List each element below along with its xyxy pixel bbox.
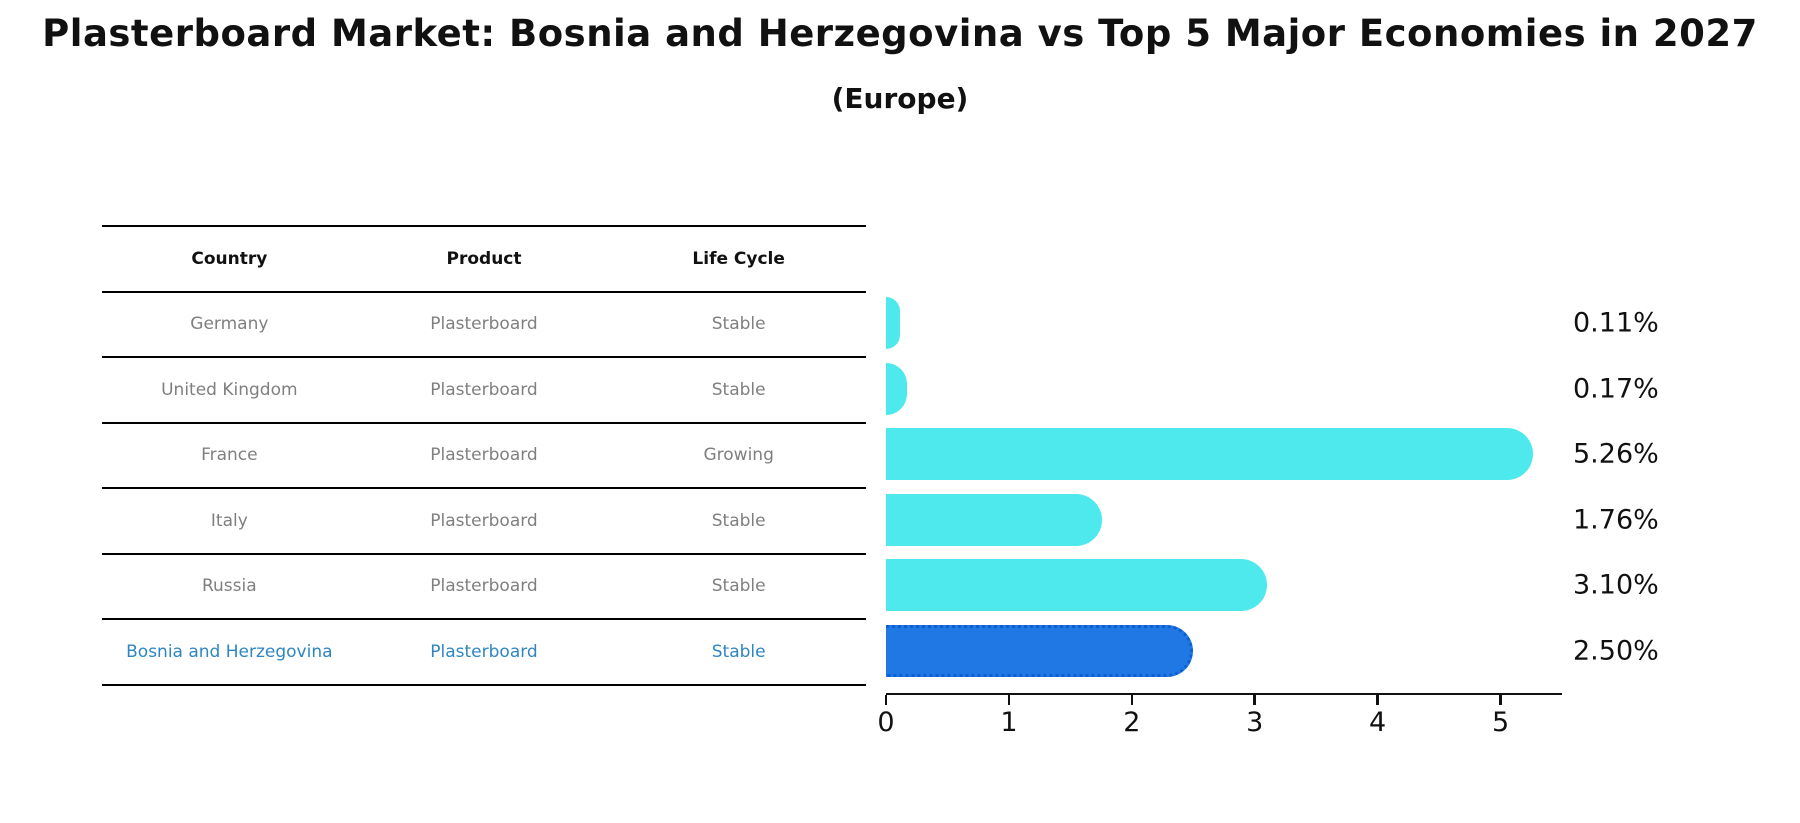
cell-life-cycle: Stable [711, 576, 766, 597]
x-tick-mark-4 [1376, 694, 1379, 705]
table-row-bosnia-and-herzegovina: Bosnia and Herzegovina Plasterboard Stable [102, 618, 866, 684]
table-body: Germany Plasterboard Stable United Kingdom P… [102, 290, 866, 684]
x-axis [886, 692, 1562, 695]
value-label-united-kingdom: 0.17% [1573, 373, 1659, 405]
cell-country: Russia [201, 576, 257, 597]
bar-chart: 0 1 2 3 4 5 [877, 291, 1586, 761]
x-tick-mark-1 [1007, 694, 1011, 705]
table-row-united-kingdom: United Kingdom Plasterboard Stable [102, 356, 866, 422]
chart-title: Plasterboard Market: Bosnia and Herzegov… [42, 12, 1758, 55]
x-tick-mark-3 [1253, 694, 1256, 705]
cell-product: Plasterboard [430, 314, 538, 335]
chart-subtitle: (Europe) [831, 82, 969, 115]
bar-germany [886, 297, 900, 350]
column-header-product: Product [446, 248, 522, 269]
x-tick-label-2: 2 [1123, 706, 1141, 738]
cell-life-cycle: Stable [711, 510, 766, 531]
value-label-germany: 0.11% [1573, 307, 1659, 339]
column-header-country: Country [191, 248, 268, 269]
x-tick-label-5: 5 [1491, 706, 1510, 738]
value-label-france: 5.26% [1573, 438, 1659, 470]
column-header-life-cycle: Life Cycle [692, 248, 785, 269]
x-tick-label-0: 0 [877, 706, 895, 738]
x-tick-mark-5 [1499, 694, 1502, 705]
table-bottom-border [102, 683, 866, 686]
table-row-germany: Germany Plasterboard Stable [102, 290, 866, 357]
x-tick-label-4: 4 [1369, 706, 1387, 738]
bar-italy [886, 493, 1103, 546]
bar-bosnia-and-herzegovina [886, 624, 1194, 677]
cell-country: Italy [210, 510, 248, 531]
x-tick-mark-0 [884, 694, 888, 705]
bar-united-kingdom [886, 362, 907, 415]
value-label-italy: 1.76% [1573, 504, 1659, 536]
table-row-france: France Plasterboard Growing [102, 421, 866, 488]
cell-product: Plasterboard [430, 641, 538, 662]
x-tick-label-1: 1 [1000, 706, 1018, 738]
table-header-row: Country Product Life Cycle [102, 225, 866, 291]
cell-product: Plasterboard [430, 445, 538, 466]
cell-country: United Kingdom [161, 379, 298, 400]
cell-country: Germany [190, 314, 269, 335]
cell-product: Plasterboard [430, 576, 538, 597]
value-label-bosnia-and-herzegovina: 2.50% [1573, 635, 1659, 667]
cell-country: France [201, 445, 258, 466]
table-row-russia: Russia Plasterboard Stable [102, 552, 866, 619]
bar-russia [886, 559, 1268, 612]
cell-life-cycle: Stable [711, 379, 766, 400]
data-table: Country Product Life Cycle Germany Plaste… [102, 225, 866, 686]
cell-product: Plasterboard [430, 379, 538, 400]
bar-france [886, 428, 1533, 481]
table-row-italy: Italy Plasterboard Stable [102, 487, 866, 553]
cell-life-cycle: Stable [711, 641, 766, 662]
cell-life-cycle: Growing [703, 445, 774, 466]
x-tick-label-3: 3 [1246, 706, 1264, 738]
value-label-russia: 3.10% [1573, 569, 1659, 601]
cell-country: Bosnia and Herzegovina [126, 641, 333, 662]
x-tick-mark-2 [1130, 694, 1134, 705]
cell-life-cycle: Stable [711, 314, 766, 335]
cell-product: Plasterboard [430, 510, 538, 531]
